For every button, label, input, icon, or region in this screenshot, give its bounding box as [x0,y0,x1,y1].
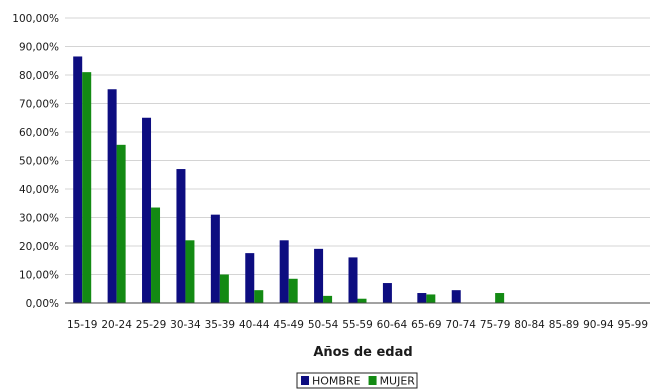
bar-mujer-50-54 [323,295,333,303]
x-tick-label: 50-54 [308,319,339,331]
x-tick-label: 60-64 [377,319,408,331]
y-tick-label: 100,00% [12,13,59,25]
bar-hombre-40-44 [245,253,255,303]
bar-hombre-15-19 [73,56,83,303]
x-tick-label: 15-19 [67,319,98,331]
bar-hombre-60-64 [382,283,392,303]
x-tick-label: 75-79 [480,319,511,331]
bar-mujer-55-59 [357,298,367,303]
legend-swatch-hombre [301,376,309,385]
legend: HOMBRE MUJER [296,372,418,389]
x-tick-label: 80-84 [514,319,545,331]
bars [73,56,505,304]
bar-hombre-20-24 [107,89,117,303]
bar-mujer-65-69 [426,294,436,303]
bar-mujer-20-24 [116,144,126,303]
x-axis-title: Años de edad [313,345,412,360]
x-tick-label: 85-89 [549,319,580,331]
bar-mujer-75-79 [495,293,505,303]
bar-hombre-35-39 [210,214,220,303]
x-axis-ticks: 15-19 20-24 25-29 30-34 35-39 40-44 45-49 50-54… [67,319,648,331]
legend-box [296,372,418,389]
x-tick-label: 90-94 [583,319,614,331]
x-tick-label: 45-49 [273,319,304,331]
x-tick-label: 40-44 [239,319,270,331]
bar-hombre-30-34 [176,169,186,303]
bar-mujer-30-34 [185,240,195,303]
bar-mujer-45-49 [288,278,298,303]
y-tick-label: 40,00% [19,184,59,196]
x-tick-label: 70-74 [445,319,476,331]
x-tick-label: 30-34 [170,319,201,331]
x-tick-label: 95-99 [618,319,649,331]
y-tick-label: 10,00% [19,270,59,282]
legend-swatch-mujer [368,376,377,385]
bar-mujer-25-29 [151,207,161,303]
x-tick-label: 20-24 [101,319,132,331]
bar-hombre-45-49 [279,240,289,303]
x-tick-label: 35-39 [205,319,236,331]
bar-mujer-35-39 [219,274,229,303]
bar-hombre-25-29 [142,117,152,303]
y-tick-label: 0,00% [26,298,59,310]
x-tick-label: 65-69 [411,319,442,331]
x-tick-label: 55-59 [342,319,373,331]
bar-hombre-70-74 [451,290,461,303]
y-tick-label: 30,00% [19,213,59,225]
y-tick-label: 90,00% [19,42,59,54]
legend-label-mujer: MUJER [380,375,416,388]
bar-hombre-65-69 [417,293,427,303]
y-tick-label: 50,00% [19,156,59,168]
legend-label-hombre: HOMBRE [312,375,361,388]
bar-mujer-40-44 [254,290,264,303]
bar-mujer-15-19 [82,72,92,304]
x-tick-label: 25-29 [136,319,167,331]
bar-hombre-50-54 [314,248,324,303]
y-tick-label: 70,00% [19,99,59,111]
y-tick-label: 80,00% [19,70,59,82]
y-tick-label: 60,00% [19,127,59,139]
y-axis-ticks: 0,00% 10,00% 20,00% 30,00% 40,00% 50,00% 60,00… [12,13,59,310]
bar-hombre-55-59 [348,257,358,303]
y-tick-label: 20,00% [19,241,59,253]
gridlines [65,17,650,275]
